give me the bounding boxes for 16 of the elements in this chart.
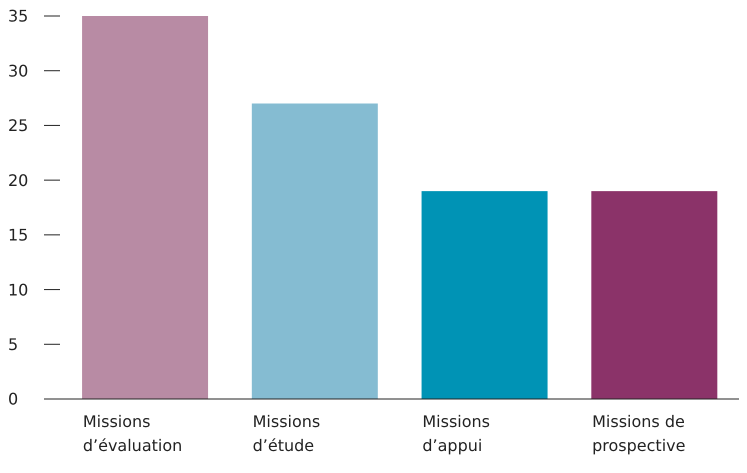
y-tick-label: 20: [8, 170, 28, 190]
y-tick-label: 10: [8, 280, 28, 300]
y-tick-label: 15: [8, 226, 28, 245]
y-tick-label: 25: [8, 116, 28, 136]
y-tick-label: 0: [8, 390, 18, 409]
bar: [82, 16, 208, 399]
y-tick-label: 30: [8, 61, 28, 80]
x-tick-label: Missions d’évaluation: [82, 412, 182, 455]
x-tick-label: Missions d’étude: [252, 412, 320, 455]
x-tick-label: Missions de prospective: [592, 412, 686, 455]
x-tick-label: Missions d’appui: [422, 412, 490, 455]
bar: [252, 104, 378, 399]
y-tick-label: 5: [8, 334, 18, 354]
bar: [591, 191, 718, 399]
y-tick-label: 35: [8, 6, 28, 26]
bar: [422, 191, 548, 399]
